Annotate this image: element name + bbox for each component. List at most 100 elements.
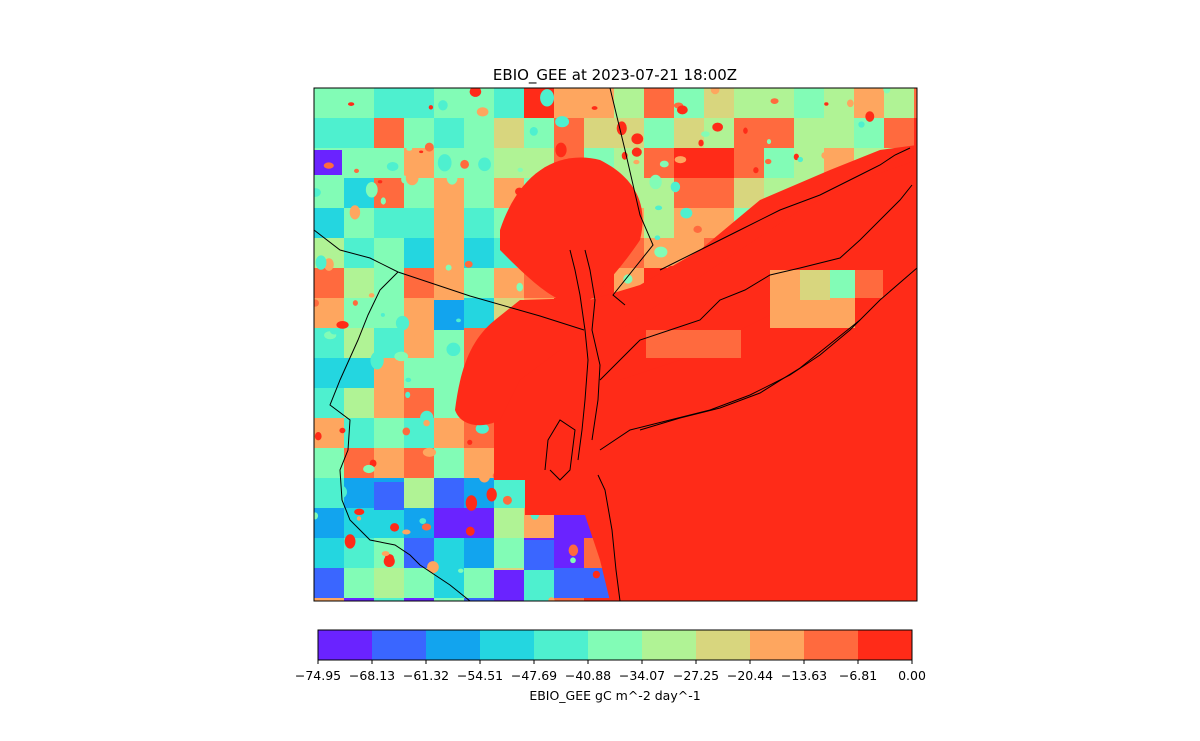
field-cell xyxy=(914,598,917,601)
field-cell xyxy=(554,88,584,118)
field-blob xyxy=(356,516,362,521)
field-blob xyxy=(318,489,330,503)
coastline-hudson xyxy=(569,249,589,461)
field-blob xyxy=(339,427,346,434)
field-cell xyxy=(914,568,917,598)
field-blob xyxy=(770,98,779,104)
field-cell xyxy=(584,118,614,148)
field-cell xyxy=(824,118,854,148)
field-li-cell xyxy=(800,270,830,300)
field-blob xyxy=(314,512,319,520)
field-cell xyxy=(674,598,704,601)
field-blob xyxy=(502,495,512,505)
field-blob xyxy=(354,168,360,173)
field-blob xyxy=(568,544,579,557)
field-blob xyxy=(540,89,555,107)
field-cell xyxy=(434,268,464,298)
field-blob xyxy=(865,111,875,122)
field-blob xyxy=(633,159,640,165)
coastline-hudson-east xyxy=(584,249,601,441)
field-blob xyxy=(555,116,570,128)
field-blob xyxy=(465,526,475,536)
field-cell xyxy=(434,118,464,148)
field-cell xyxy=(644,88,674,118)
field-cell xyxy=(344,238,374,268)
field-cell xyxy=(914,118,917,148)
field-blob xyxy=(435,222,449,233)
colorbar-segment xyxy=(426,630,481,660)
field-blob xyxy=(336,321,349,329)
field-cell xyxy=(494,598,524,601)
field-cell xyxy=(764,598,794,601)
field-blob xyxy=(469,88,482,97)
field-cell xyxy=(584,598,614,601)
field-blob xyxy=(390,276,402,293)
field-blob xyxy=(457,171,463,176)
field-blob xyxy=(386,161,399,171)
field-blob xyxy=(631,133,644,145)
colorbar-tick-label: 0.00 xyxy=(898,668,926,683)
state-border-nj-pa xyxy=(329,271,471,601)
field-cell xyxy=(434,238,464,268)
field-cell xyxy=(434,508,464,538)
field-cell xyxy=(374,208,404,238)
field-cell xyxy=(644,208,674,238)
field-blob xyxy=(405,377,412,383)
colorbar-segment xyxy=(480,630,535,660)
field-cell xyxy=(914,388,917,418)
colorbar-segment xyxy=(750,630,805,660)
field-blob xyxy=(380,197,386,205)
field-blob xyxy=(467,217,482,237)
field-blob xyxy=(394,351,409,362)
field-cell xyxy=(704,148,734,178)
colorbar-segment xyxy=(696,630,751,660)
coastline-li-north xyxy=(599,184,913,381)
field-li-cell xyxy=(830,270,855,298)
field-cell xyxy=(914,538,917,568)
field-blob xyxy=(405,391,411,399)
colorbar-segment xyxy=(588,630,643,660)
field-cell xyxy=(344,118,374,148)
colorbar-segment xyxy=(372,630,427,660)
field-cell xyxy=(434,208,464,238)
field-cell xyxy=(644,598,674,601)
field-blob xyxy=(330,328,339,335)
field-cell xyxy=(314,268,344,298)
field-blob xyxy=(623,274,633,284)
field-cell xyxy=(464,568,494,598)
field-blob xyxy=(438,100,448,111)
field-blob xyxy=(395,315,410,331)
field-cell xyxy=(554,598,584,601)
field-cell xyxy=(614,88,644,118)
field-cell xyxy=(614,598,644,601)
field-blob xyxy=(710,88,720,95)
field-cell xyxy=(494,538,524,568)
field-cell xyxy=(404,598,434,601)
field-blob xyxy=(324,258,334,271)
field-cell xyxy=(914,328,917,358)
field-cell xyxy=(584,88,614,118)
field-cell xyxy=(914,268,917,298)
field-cell xyxy=(314,538,344,568)
field-cell xyxy=(914,238,917,268)
field-blob xyxy=(374,340,389,353)
coastline-li-south xyxy=(599,267,917,451)
field-cell xyxy=(824,598,854,601)
field-cell xyxy=(344,268,374,298)
field-blob xyxy=(670,181,681,193)
field-blob xyxy=(446,342,461,357)
field-blob xyxy=(517,167,524,173)
field-blob xyxy=(348,102,355,106)
field-blob xyxy=(460,159,469,169)
field-cell xyxy=(914,478,917,508)
field-sound-red-band xyxy=(620,160,917,380)
field-cell xyxy=(704,178,734,208)
field-cell xyxy=(464,598,494,601)
field-blob xyxy=(659,160,669,168)
field-cell xyxy=(374,418,404,448)
field-cell xyxy=(344,448,374,478)
field-cell xyxy=(434,598,464,601)
field-blob xyxy=(821,152,828,159)
field-cell xyxy=(314,118,344,148)
field-cell xyxy=(914,88,917,118)
